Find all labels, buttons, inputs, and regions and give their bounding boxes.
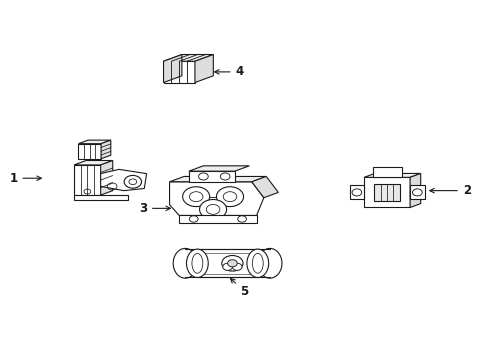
- Polygon shape: [188, 171, 234, 182]
- Polygon shape: [163, 61, 195, 82]
- Polygon shape: [74, 195, 128, 201]
- Polygon shape: [101, 140, 111, 159]
- Polygon shape: [188, 166, 249, 171]
- Polygon shape: [163, 54, 182, 82]
- Polygon shape: [409, 174, 420, 207]
- Polygon shape: [372, 167, 401, 177]
- Text: 5: 5: [230, 278, 248, 298]
- Circle shape: [227, 260, 237, 267]
- Circle shape: [189, 216, 198, 222]
- Polygon shape: [374, 184, 399, 201]
- Polygon shape: [74, 165, 101, 195]
- Text: 3: 3: [139, 202, 170, 215]
- Circle shape: [412, 189, 421, 196]
- Circle shape: [198, 173, 208, 180]
- Polygon shape: [163, 54, 213, 61]
- Polygon shape: [169, 176, 265, 182]
- Polygon shape: [179, 215, 256, 222]
- Circle shape: [216, 187, 243, 207]
- Polygon shape: [364, 174, 420, 177]
- Ellipse shape: [257, 248, 282, 278]
- Polygon shape: [195, 54, 213, 82]
- Circle shape: [182, 187, 209, 207]
- Ellipse shape: [186, 249, 208, 278]
- Circle shape: [199, 199, 226, 219]
- Circle shape: [351, 189, 361, 196]
- Polygon shape: [409, 185, 424, 199]
- Polygon shape: [364, 177, 409, 207]
- Ellipse shape: [246, 249, 268, 278]
- Polygon shape: [101, 161, 113, 195]
- Polygon shape: [79, 140, 111, 144]
- Circle shape: [232, 263, 242, 270]
- Text: 4: 4: [214, 66, 244, 78]
- Text: 1: 1: [9, 172, 41, 185]
- Circle shape: [124, 175, 141, 188]
- Polygon shape: [169, 182, 264, 215]
- Polygon shape: [251, 176, 278, 198]
- Circle shape: [222, 256, 243, 271]
- Circle shape: [220, 173, 229, 180]
- Ellipse shape: [173, 248, 197, 278]
- Bar: [185, 249, 269, 278]
- Circle shape: [237, 216, 246, 222]
- Polygon shape: [101, 169, 146, 191]
- Circle shape: [223, 263, 232, 270]
- Polygon shape: [74, 161, 113, 165]
- Text: 2: 2: [429, 184, 470, 197]
- Polygon shape: [349, 185, 364, 199]
- Polygon shape: [79, 144, 101, 159]
